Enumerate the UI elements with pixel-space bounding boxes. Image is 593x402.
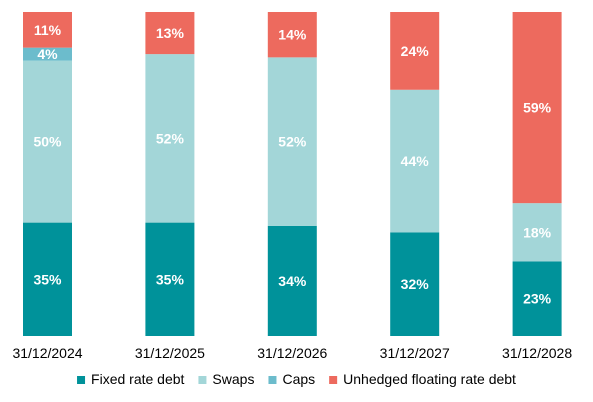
data-label-fixed-rate-debt-3: 32% xyxy=(401,276,430,292)
bar-segment-unhedged-floating-rate-debt-3 xyxy=(390,12,440,90)
bar-segment-unhedged-floating-rate-debt-2 xyxy=(267,12,317,58)
data-label-unhedged-floating-rate-debt-1: 13% xyxy=(156,25,185,41)
bar-segment-unhedged-floating-rate-debt-1 xyxy=(145,12,195,55)
data-label-unhedged-floating-rate-debt-4: 59% xyxy=(523,100,552,116)
bar-segment-unhedged-floating-rate-debt-0 xyxy=(23,12,72,48)
legend-label-fixed-rate-debt: Fixed rate debt xyxy=(91,371,184,387)
legend-label-unhedged-floating-rate-debt: Unhedged floating rate debt xyxy=(343,371,516,387)
data-label-swaps-0: 50% xyxy=(33,134,62,150)
bar-segment-swaps-4 xyxy=(512,203,562,262)
legend-item-fixed-rate-debt: Fixed rate debt xyxy=(77,371,185,387)
bar-segment-swaps-1 xyxy=(145,54,195,223)
legend-item-caps: Caps xyxy=(268,371,315,387)
legend-item-swaps: Swaps xyxy=(198,371,254,387)
legend-label-swaps: Swaps xyxy=(212,371,254,387)
data-label-unhedged-floating-rate-debt-2: 14% xyxy=(278,27,307,43)
data-label-swaps-4: 18% xyxy=(523,224,552,240)
data-label-swaps-1: 52% xyxy=(156,130,185,146)
legend-label-caps: Caps xyxy=(282,371,315,387)
x-tick-label-4: 31/12/2028 xyxy=(502,345,572,361)
data-label-fixed-rate-debt-1: 35% xyxy=(156,271,185,287)
bar-segment-fixed-rate-debt-0 xyxy=(23,222,72,336)
x-tick-label-3: 31/12/2027 xyxy=(380,345,450,361)
data-label-swaps-2: 52% xyxy=(278,134,307,150)
bar-segment-swaps-0 xyxy=(23,60,72,223)
x-tick-label-2: 31/12/2026 xyxy=(257,345,327,361)
bar-segment-fixed-rate-debt-4 xyxy=(512,261,562,336)
bar-segment-fixed-rate-debt-2 xyxy=(267,225,317,336)
data-label-fixed-rate-debt-4: 23% xyxy=(523,291,552,307)
bar-segment-fixed-rate-debt-1 xyxy=(145,222,195,336)
bar-segment-caps-0 xyxy=(23,47,72,61)
bar-segment-unhedged-floating-rate-debt-4 xyxy=(512,12,562,204)
data-label-fixed-rate-debt-0: 35% xyxy=(33,271,62,287)
data-label-unhedged-floating-rate-debt-0: 11% xyxy=(34,22,62,38)
data-label-caps-0: 4% xyxy=(37,46,58,62)
x-tick-label-0: 31/12/2024 xyxy=(12,345,82,361)
legend-item-unhedged-floating-rate-debt: Unhedged floating rate debt xyxy=(329,371,516,387)
data-label-unhedged-floating-rate-debt-3: 24% xyxy=(401,43,430,59)
data-label-fixed-rate-debt-2: 34% xyxy=(278,273,307,289)
legend-swatch-fixed-rate-debt xyxy=(77,376,86,384)
data-label-swaps-3: 44% xyxy=(401,153,430,169)
bar-segment-fixed-rate-debt-3 xyxy=(390,232,440,336)
legend-swatch-swaps xyxy=(198,376,207,384)
bar-segment-swaps-2 xyxy=(267,57,317,226)
legend: Fixed rate debt Swaps Caps Unhedged floatin… xyxy=(77,371,516,387)
bar-segment-swaps-3 xyxy=(390,89,440,233)
x-tick-label-1: 31/12/2025 xyxy=(135,345,205,361)
legend-swatch-caps xyxy=(268,376,277,384)
legend-swatch-unhedged-floating-rate-debt xyxy=(329,376,338,384)
